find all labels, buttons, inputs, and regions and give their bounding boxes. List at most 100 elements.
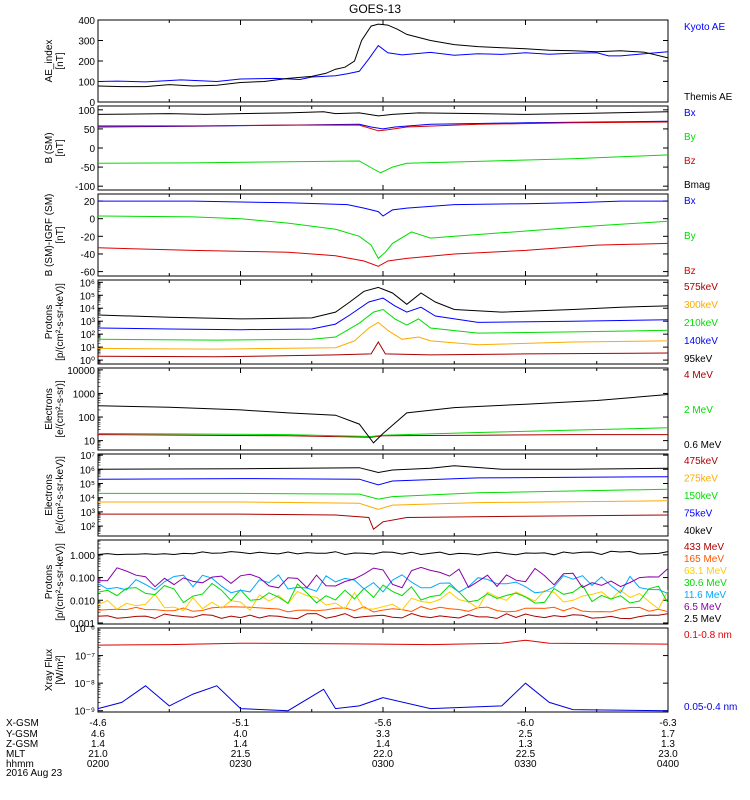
x-tick-value: 1.4 [376, 739, 390, 750]
legend-label: 275keV [684, 474, 718, 485]
panel-7: 0.001 0.010 0.100 1.000 Protons[p/(cm²-s-sr-… [44, 539, 727, 630]
panel-frame [97, 19, 669, 103]
y-tick-label: 100 [78, 78, 95, 89]
y-tick-label: 1.000 [70, 551, 95, 562]
y-axis-label-line: AE_index [44, 40, 55, 83]
legend-label: 0.6 MeV [684, 440, 722, 451]
legend-label: 165 MeV [684, 554, 724, 565]
y-axis-label-line: [p/(cm²-s-sr-keV)] [55, 283, 66, 361]
panel-8: 10⁻⁹ 10⁻⁸ 10⁻⁷ 10⁻⁶ Xray Flux[W/m²] 0.1-0.8 n… [44, 624, 737, 718]
legend-label: 11.6 MeV [684, 590, 726, 601]
x-tick-value: 0330 [514, 759, 537, 770]
x-tick-value: 3.3 [376, 729, 390, 740]
legend-label: 2 MeV [684, 405, 713, 416]
series-line [98, 121, 669, 132]
series-line [97, 465, 669, 474]
legend-label: 95keV [684, 354, 713, 365]
legend-label: 2.5 MeV [684, 614, 722, 625]
x-row-label: hhmm [6, 759, 34, 770]
series-line [97, 23, 669, 88]
legend-label: Bmag [684, 180, 710, 191]
legend-label: 4 MeV [684, 370, 713, 381]
x-tick-value: 1.3 [661, 739, 675, 750]
y-tick-label: 10⁰ [80, 356, 95, 367]
y-tick-label: 200 [78, 57, 95, 68]
x-tick-value: 21.5 [231, 749, 251, 760]
y-tick-label: 10¹ [81, 343, 96, 354]
y-tick-label: 400 [78, 16, 95, 27]
y-tick-label: -50 [81, 163, 96, 174]
y-tick-label: 10⁷ [80, 451, 95, 462]
x-axis-block: X-GSMY-GSMZ-GSMMLThhmm-4.64.61.421.00200… [6, 718, 680, 770]
y-tick-label: 10000 [67, 366, 95, 377]
y-tick-label: 10³ [81, 508, 96, 519]
panel-6: 10² 10³ 10⁴ 10⁵ 10⁶ 10⁷ Electrons[e/(cm²-s-sr-… [44, 451, 718, 537]
y-axis-label-line: Electrons [44, 474, 55, 516]
series-line [97, 215, 669, 260]
y-tick-label: 10⁴ [80, 494, 95, 505]
y-axis-label-line: Xray Flux [44, 649, 55, 691]
x-tick-value: 22.5 [516, 749, 536, 760]
y-axis-label: Electrons[e/(cm²-s-sr-keV)] [44, 456, 66, 534]
legend-label: 300keV [684, 300, 718, 311]
x-row-label: Z-GSM [6, 739, 38, 750]
y-axis-label: AE_index[nT] [44, 40, 66, 83]
legend-label: Bx [684, 196, 696, 207]
y-axis-label-line: [W/m²] [55, 655, 66, 685]
y-axis-label: Xray Flux[W/m²] [44, 649, 66, 691]
panel-2: -100 -50 0 50 100 B (SM)[nT] Bx By Bz Bmag [44, 105, 710, 193]
series-line [97, 242, 669, 267]
series-line [97, 394, 669, 444]
y-axis-label: B (SM)[nT] [44, 132, 66, 163]
legend-label: 433 MeV [684, 542, 724, 553]
x-tick-value: 0300 [372, 759, 395, 770]
series-line [97, 606, 669, 613]
series-line [97, 582, 669, 604]
date-label: 2016 Aug 23 [6, 768, 63, 779]
series-line [97, 341, 669, 358]
x-tick-value: 0400 [657, 759, 680, 770]
y-tick-label: 10 [84, 437, 96, 448]
x-tick-value: -6.0 [517, 718, 535, 729]
series-line [98, 500, 669, 510]
y-tick-label: 1000 [73, 389, 96, 400]
legend-label: 63.1 MeV [684, 566, 727, 577]
x-tick-value: -4.6 [89, 718, 107, 729]
y-tick-label: 10⁵ [80, 291, 95, 302]
x-tick-value: 1.4 [91, 739, 105, 750]
legend-label: 0.1-0.8 nm [684, 630, 732, 641]
y-axis-label-line: [e/(cm²-s-sr-keV)] [55, 456, 66, 534]
x-row-label: X-GSM [6, 718, 39, 729]
x-tick-value: -5.6 [374, 718, 392, 729]
legend-label: 75keV [684, 509, 713, 520]
y-tick-label: 10⁶ [80, 278, 95, 289]
legend-label: Bz [684, 266, 696, 277]
y-axis-label-line: [nT] [55, 226, 66, 243]
y-tick-label: 0 [89, 215, 95, 226]
x-tick-value: 4.6 [91, 729, 105, 740]
y-axis-label-line: [nT] [55, 52, 66, 69]
y-tick-label: 10⁵ [80, 480, 95, 491]
legend-label: 140keV [684, 336, 718, 347]
x-row-label: Y-GSM [6, 729, 38, 740]
series-line [97, 321, 669, 350]
x-tick-value: 1.4 [234, 739, 248, 750]
x-tick-value: 1.7 [661, 729, 675, 740]
y-tick-label: 0 [89, 144, 95, 155]
y-tick-label: -20 [81, 232, 96, 243]
series-line [97, 589, 669, 612]
y-axis-label-line: Protons [44, 305, 55, 339]
series-line [97, 154, 669, 174]
panel-1: 0 100 200 300 400 AE_index[nT] Kyoto AE Themis … [44, 16, 733, 109]
legend-label: 40keV [684, 526, 713, 537]
y-tick-label: 50 [84, 125, 96, 136]
series-line [97, 574, 669, 595]
x-tick-value: 0200 [87, 759, 110, 770]
y-axis-label-line: B (SM) [44, 132, 55, 163]
y-tick-label: 10⁻⁸ [74, 679, 95, 690]
legend-label: Kyoto AE [684, 22, 725, 33]
y-tick-label: 100 [78, 413, 95, 424]
legend-label: 475keV [684, 456, 718, 467]
